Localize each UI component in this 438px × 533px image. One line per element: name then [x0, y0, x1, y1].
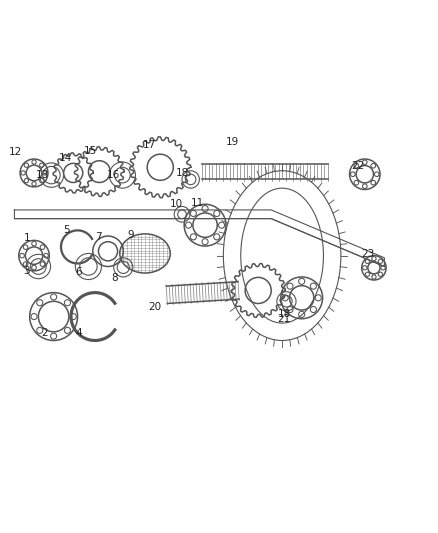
Text: 19: 19	[226, 138, 239, 148]
Text: 2: 2	[42, 328, 48, 337]
Text: 16: 16	[107, 170, 120, 180]
Text: 21: 21	[277, 314, 290, 324]
Text: 14: 14	[59, 152, 72, 163]
Text: 1: 1	[24, 233, 31, 243]
Text: 8: 8	[111, 273, 118, 283]
Text: 6: 6	[75, 267, 82, 277]
Text: 10: 10	[170, 199, 183, 209]
Text: 13: 13	[36, 170, 49, 180]
Text: 18: 18	[278, 309, 291, 319]
Text: 4: 4	[75, 328, 82, 337]
Text: 9: 9	[127, 230, 134, 240]
Text: 11: 11	[191, 198, 204, 208]
Text: 7: 7	[95, 232, 101, 242]
Text: 17: 17	[143, 140, 156, 150]
Text: 20: 20	[148, 302, 162, 312]
Text: 15: 15	[84, 146, 97, 156]
Text: 3: 3	[23, 266, 30, 276]
Text: 22: 22	[352, 161, 365, 172]
Text: 23: 23	[361, 249, 374, 260]
Text: 5: 5	[64, 225, 70, 236]
Text: 12: 12	[9, 148, 22, 157]
Text: 18: 18	[175, 168, 189, 178]
